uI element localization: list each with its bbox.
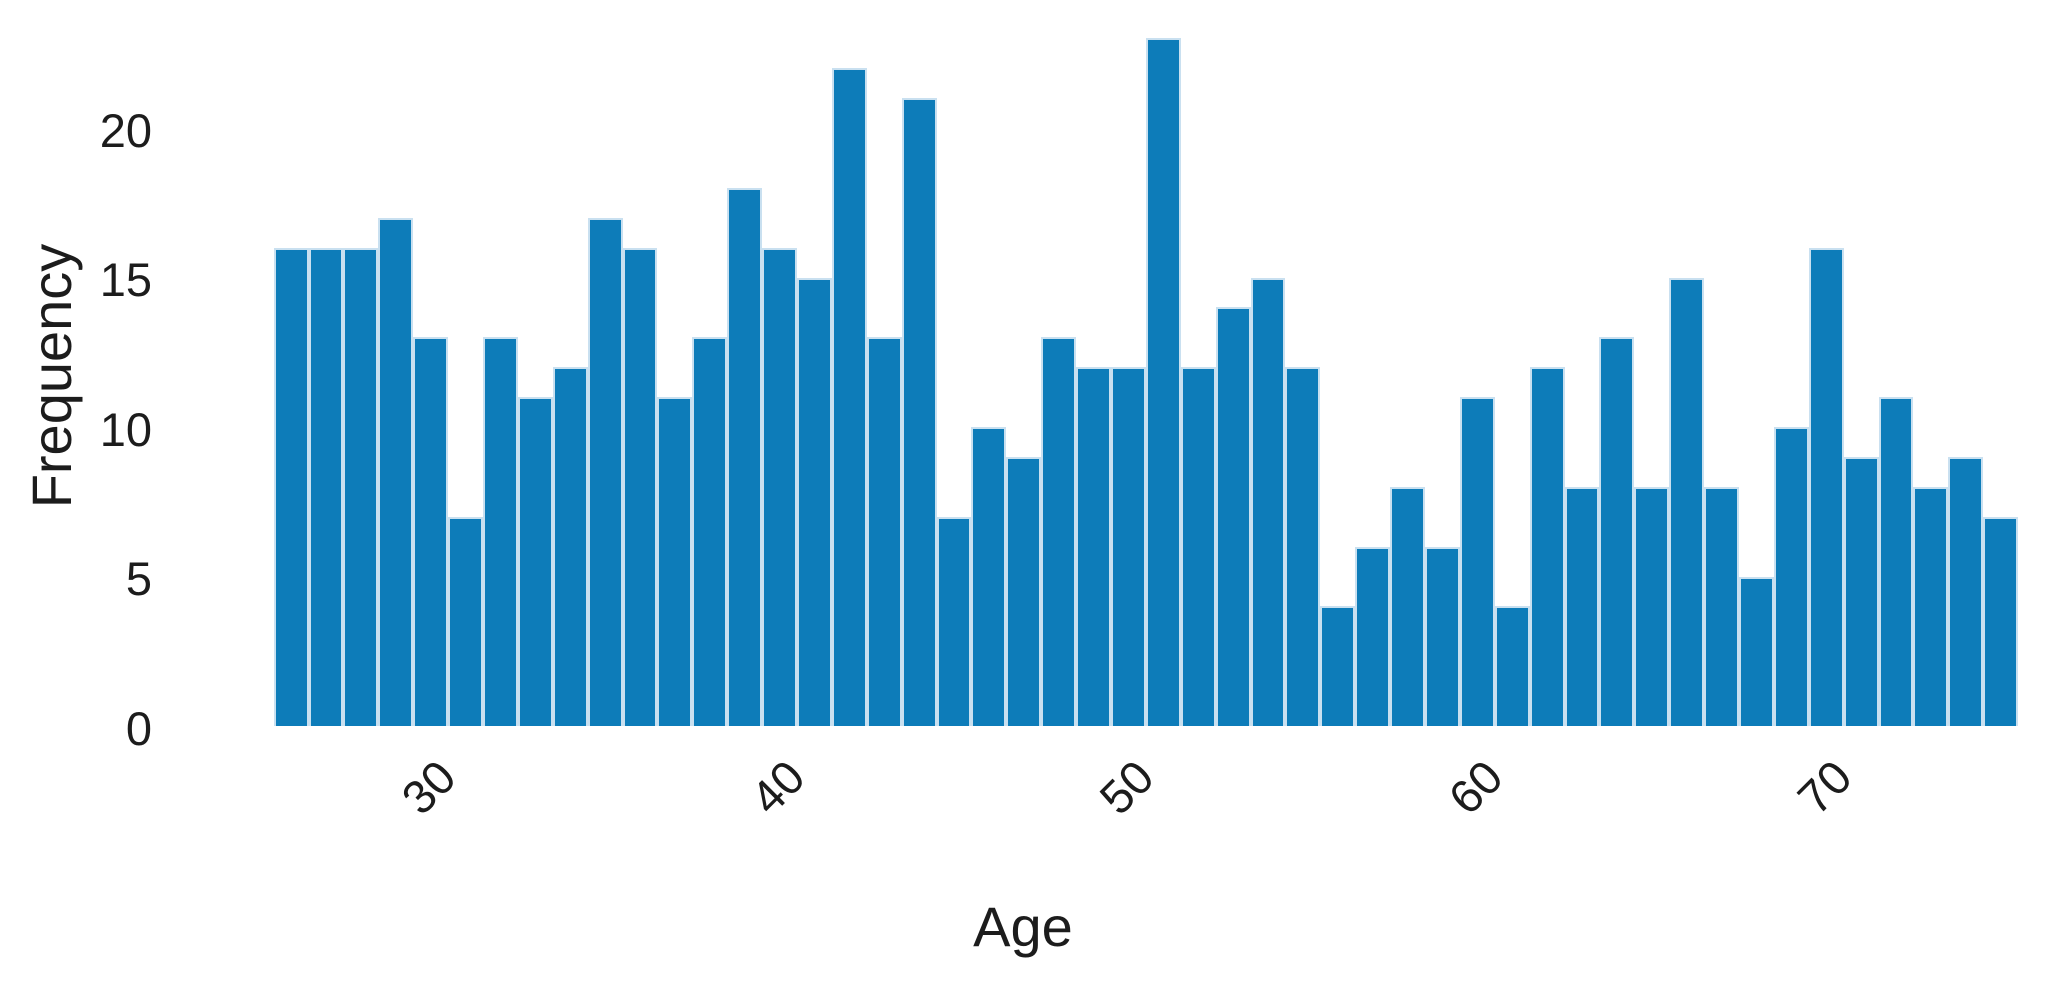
histogram-bar [1843,456,1879,726]
histogram-bar [1355,546,1391,726]
histogram-bar [797,277,832,726]
x-tick-label: 40 [740,749,815,825]
histogram-bar [587,217,623,726]
histogram-bar [448,516,483,726]
histogram-bar [1564,486,1600,726]
histogram-bar [1878,397,1914,726]
histogram-bar [1180,367,1216,726]
histogram-bar [622,247,658,726]
x-tick-label: 60 [1438,749,1513,825]
x-tick-label: 70 [1787,749,1862,825]
histogram-bar [1808,247,1844,726]
histogram-bar [273,247,309,726]
histogram-bar [1459,397,1495,726]
histogram-bar [1006,456,1042,726]
histogram-bar [1250,277,1286,726]
y-axis-title: Frequency [20,243,83,509]
y-tick-label: 10 [99,402,152,456]
y-tick-label: 0 [125,701,152,755]
histogram-bar [1773,427,1809,726]
histogram-bar [413,337,449,726]
histogram-bar [971,427,1007,726]
histogram-bar [1425,546,1460,726]
y-tick-label: 15 [99,253,152,306]
x-axis-title: Age [973,895,1073,958]
x-tick-label: 50 [1089,749,1164,825]
histogram-bar [378,217,414,726]
histogram-bar [1145,38,1181,726]
histogram-bar [1529,367,1565,726]
histogram-bar [343,247,379,726]
histogram-bar [901,98,937,726]
histogram-bar [308,247,344,726]
y-tick-label: 5 [125,552,152,605]
histogram-bar [1704,486,1739,726]
histogram-bar [762,247,797,726]
histogram-bar [1913,486,1949,726]
histogram-bar [727,187,763,726]
histogram-bar [1390,486,1425,726]
histogram-bar [657,397,693,726]
histogram-bar [517,397,553,726]
histogram-bar [483,337,518,726]
histogram-bar [1285,367,1321,726]
histogram-bar [1948,456,1984,726]
histogram-bar [936,516,972,726]
histogram-bar [1669,277,1705,726]
y-tick-label: 20 [99,103,152,157]
histogram-bar [1738,576,1774,726]
histogram-bar [1076,367,1111,726]
histogram-bar [1983,516,2019,726]
histogram-bar [552,367,588,726]
histogram-bar [1320,606,1356,726]
histogram-bar [1111,367,1146,726]
histogram-bar [866,337,902,726]
histogram-bar [1599,337,1635,726]
x-tick-label: 30 [391,749,467,825]
histogram-bar [1634,486,1670,726]
histogram-bar [1041,337,1077,726]
histogram-bar [692,337,728,726]
histogram-bar [831,68,867,726]
histogram-bar [1215,307,1251,726]
histogram-bar [1494,606,1530,726]
